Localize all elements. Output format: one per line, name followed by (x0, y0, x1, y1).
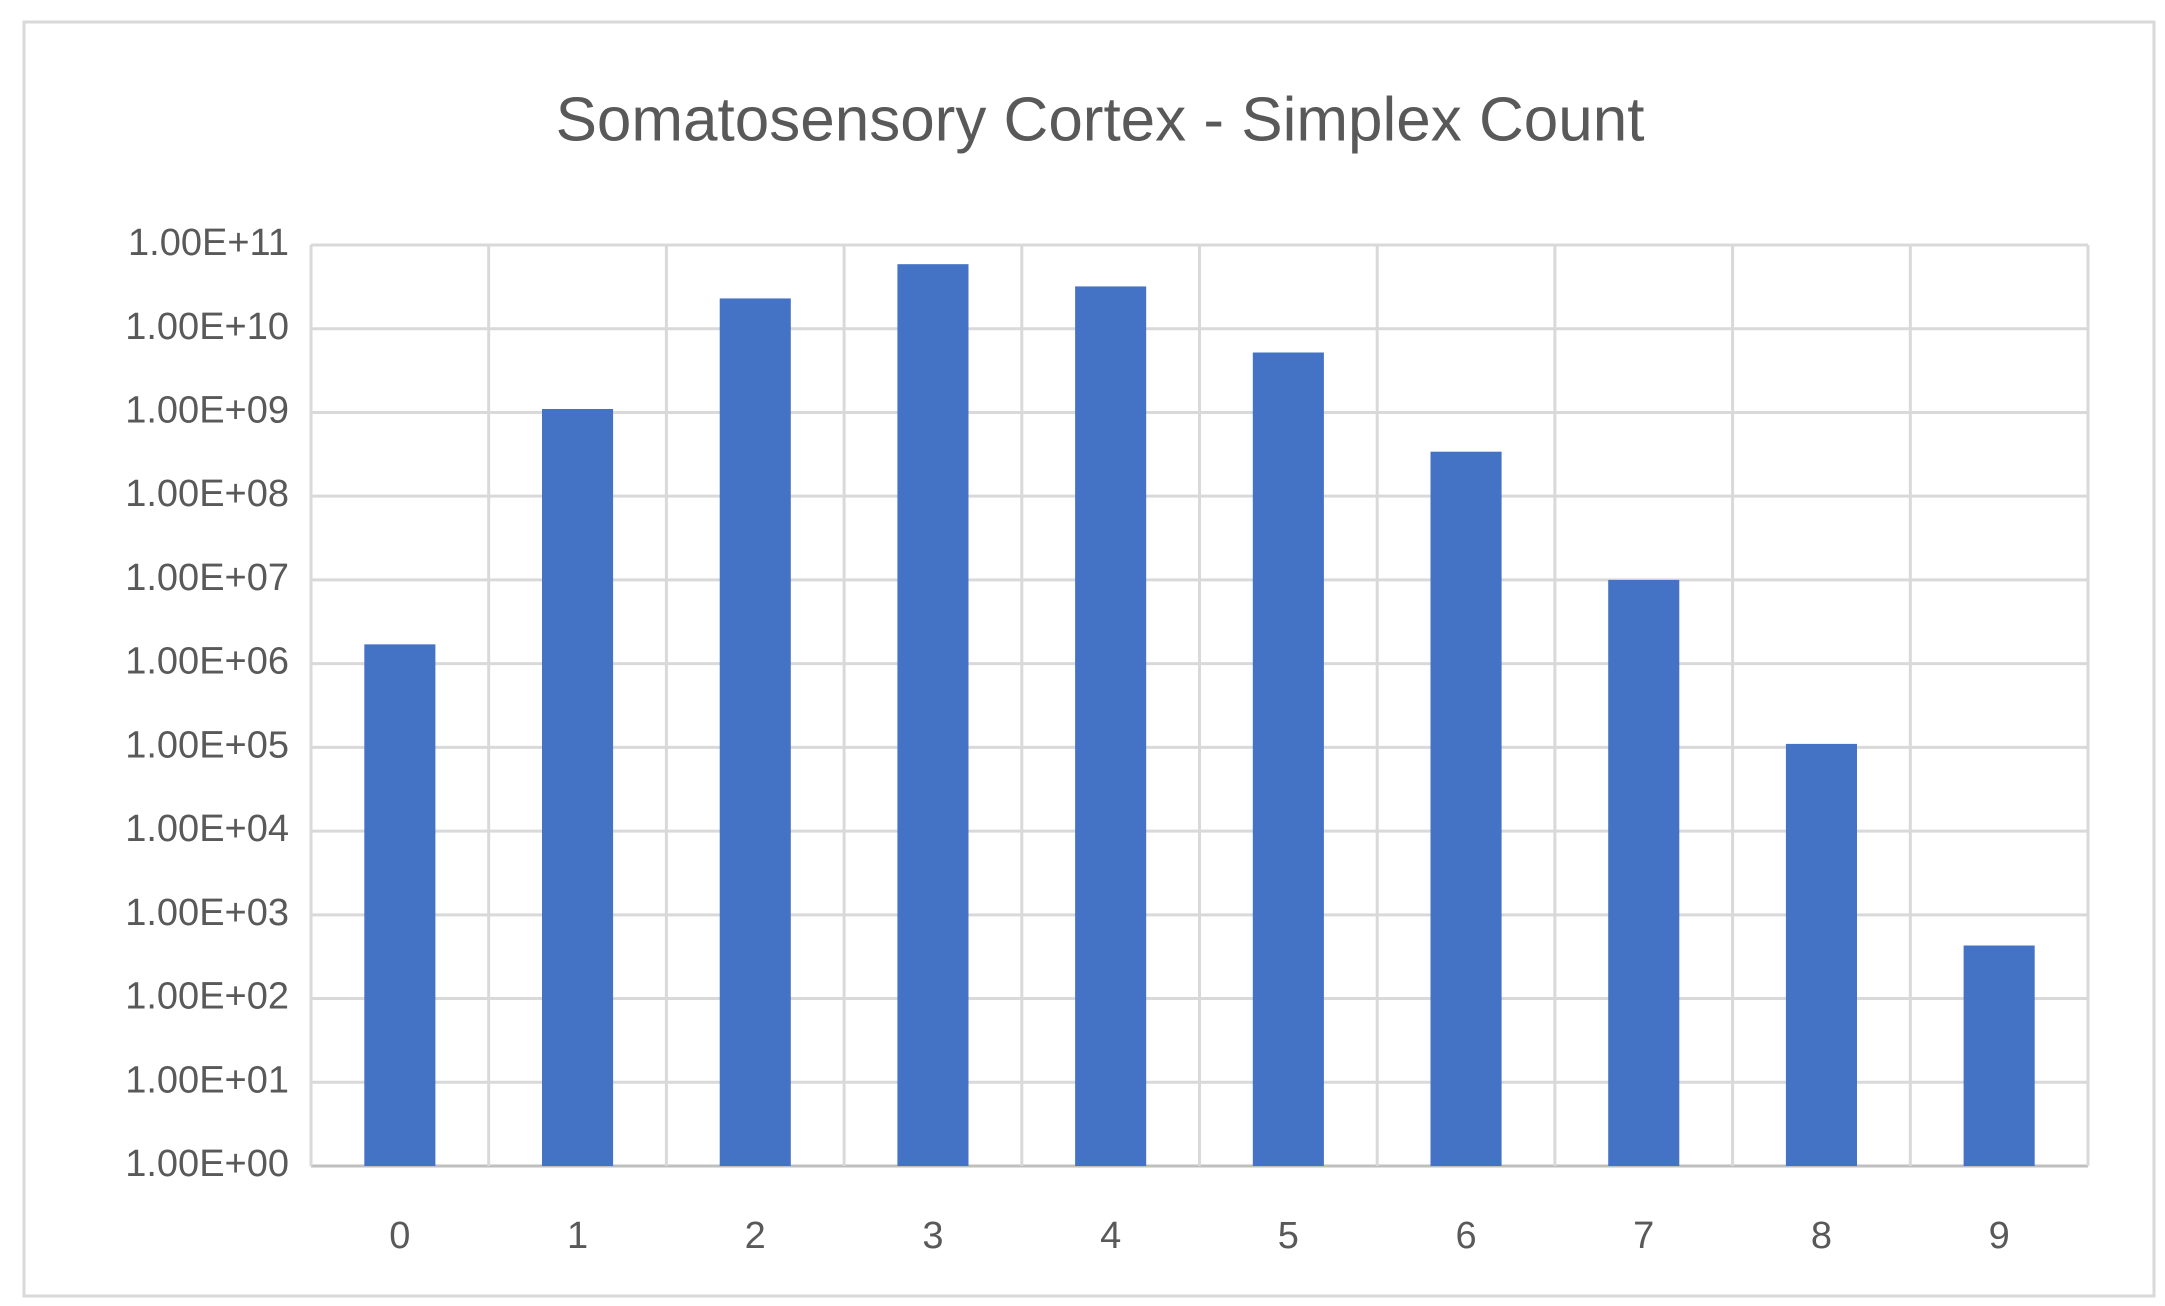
x-tick-label: 2 (745, 1215, 766, 1257)
bar (1252, 352, 1324, 1167)
y-tick-label: 1.00E+09 (125, 389, 289, 431)
y-tick-label: 1.00E+04 (125, 808, 289, 850)
x-tick-label: 3 (922, 1215, 943, 1257)
y-tick-label: 1.00E+00 (125, 1143, 289, 1185)
y-tick-label: 1.00E+08 (125, 473, 289, 515)
x-tick-label: 6 (1455, 1215, 1476, 1257)
y-tick-label: 1.00E+01 (125, 1059, 289, 1101)
bar (719, 298, 791, 1166)
x-tick-label: 1 (567, 1215, 588, 1257)
x-tick-label: 8 (1811, 1215, 1832, 1257)
x-tick-label: 4 (1100, 1215, 1121, 1257)
bar (542, 408, 614, 1166)
bar (1785, 743, 1857, 1166)
y-tick-label: 1.00E+02 (125, 976, 289, 1018)
bar (1608, 579, 1680, 1166)
y-tick-label: 1.00E+07 (125, 557, 289, 599)
x-tick-label: 7 (1633, 1215, 1654, 1257)
bar (1963, 945, 2035, 1166)
y-tick-label: 1.00E+11 (128, 222, 289, 264)
chart-title: Somatosensory Cortex - Simplex Count (556, 85, 1645, 154)
y-tick-label: 1.00E+05 (125, 724, 289, 766)
bar (1075, 286, 1147, 1166)
bar (897, 264, 969, 1167)
x-tick-label: 5 (1278, 1215, 1299, 1257)
y-tick-label: 1.00E+10 (125, 306, 289, 348)
x-tick-label: 9 (1989, 1215, 2010, 1257)
bar (1430, 451, 1502, 1167)
x-tick-label: 0 (389, 1215, 410, 1257)
y-tick-label: 1.00E+03 (125, 892, 289, 934)
y-tick-label: 1.00E+06 (125, 641, 289, 683)
bar (364, 644, 436, 1166)
